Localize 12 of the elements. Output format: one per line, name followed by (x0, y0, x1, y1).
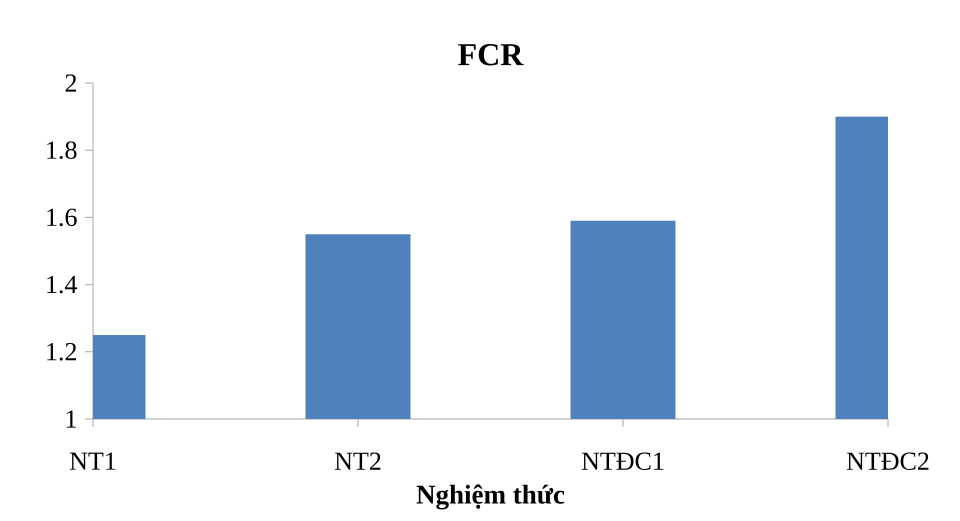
y-tick-label: 1.6 (47, 208, 77, 226)
y-tick-label: 1.8 (47, 141, 76, 160)
x-tick-label: NTĐC1 (582, 452, 664, 470)
y-tick-label: 1.2 (47, 342, 76, 361)
x-tick-label: NT2 (334, 452, 380, 470)
y-tick-label: 2 (66, 74, 76, 92)
y-tick-label: 1.4 (47, 276, 78, 294)
x-axis-title: Nghiệm thức (416, 484, 564, 510)
y-tick-label: 1 (66, 410, 76, 428)
x-tick-label: NT1 (70, 452, 116, 470)
chart-title: FCR (458, 44, 524, 66)
x-tick-label: NTĐC2 (846, 452, 928, 470)
